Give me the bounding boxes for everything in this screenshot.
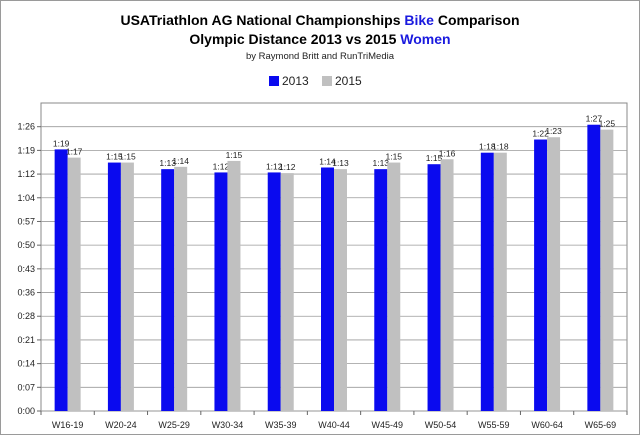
bar-2015 xyxy=(227,160,241,411)
data-label: 1:13 xyxy=(372,158,389,168)
bar-2013 xyxy=(107,162,121,411)
plot-area: 0:00 0:07 0:14 0:21 0:28 0:36 0:43 0:50 0:57 1:04… xyxy=(17,102,628,430)
y-tick-label: 0:43 xyxy=(17,264,35,274)
title-part: USATriathlon AG National Championships xyxy=(120,12,404,28)
x-tick-label: W50-54 xyxy=(425,420,457,430)
legend-label-2015: 2015 xyxy=(335,74,362,88)
y-tick-label: 0:07 xyxy=(17,382,35,392)
y-tick-label: 1:26 xyxy=(17,122,35,132)
legend-swatch-2015 xyxy=(322,76,332,86)
data-label: 1:22 xyxy=(532,129,549,139)
legend-swatch-2013 xyxy=(269,76,279,86)
x-tick-label: W25-29 xyxy=(158,420,190,430)
data-label: 1:14 xyxy=(172,156,189,166)
bar-2013 xyxy=(54,149,68,411)
data-label: 1:18 xyxy=(479,142,496,152)
x-tick-label: W45-49 xyxy=(372,420,404,430)
title-part: Olympic Distance 2013 vs 2015 xyxy=(189,31,400,47)
data-label: 1:14 xyxy=(319,156,336,166)
bar-2013 xyxy=(267,172,281,411)
x-tick-label: W20-24 xyxy=(105,420,137,430)
chart-title-line2: Olympic Distance 2013 vs 2015 Women xyxy=(189,31,450,47)
data-label: 1:13 xyxy=(159,158,176,168)
bar-2013 xyxy=(161,169,175,411)
bar-2013 xyxy=(480,152,494,411)
chart-subtitle: by Raymond Britt and RunTriMedia xyxy=(246,51,395,62)
title-part: Comparison xyxy=(434,12,520,28)
data-label: 1:15 xyxy=(226,150,243,160)
bar-2015 xyxy=(120,162,134,411)
bar-2013 xyxy=(427,164,441,411)
y-tick-label: 0:14 xyxy=(17,359,35,369)
bar-2015 xyxy=(440,159,454,411)
x-tick-label: W60-64 xyxy=(531,420,563,430)
y-tick-label: 0:21 xyxy=(17,335,35,345)
data-label: 1:12 xyxy=(279,162,296,172)
y-tick-label: 0:36 xyxy=(17,288,35,298)
legend: 2013 2015 xyxy=(269,74,362,88)
y-tick-label: 1:19 xyxy=(17,145,35,155)
bar-2015 xyxy=(334,169,347,411)
y-tick-label: 1:12 xyxy=(17,169,35,179)
bar-2015 xyxy=(493,152,507,411)
data-label: 1:18 xyxy=(492,142,509,152)
bar-2013 xyxy=(374,169,388,411)
y-tick-label: 0:57 xyxy=(17,216,35,226)
bar-2015 xyxy=(600,129,614,411)
legend-label-2013: 2013 xyxy=(282,74,309,88)
x-tick-label: W40-44 xyxy=(318,420,350,430)
y-tick-label: 0:28 xyxy=(17,311,35,321)
bar-2015 xyxy=(387,162,401,411)
y-tick-label: 1:04 xyxy=(17,193,35,203)
data-label: 1:16 xyxy=(439,148,456,158)
bar-2013 xyxy=(214,172,228,411)
data-label: 1:12 xyxy=(213,161,230,171)
chart-title: USATriathlon AG National Championships B… xyxy=(120,12,519,28)
data-label: 1:17 xyxy=(66,147,83,157)
data-label: 1:19 xyxy=(53,138,70,148)
data-label: 1:27 xyxy=(586,114,603,124)
x-tick-label: W16-19 xyxy=(52,420,84,430)
x-tick-label: W35-39 xyxy=(265,420,297,430)
data-label: 1:23 xyxy=(545,126,562,136)
bar-2013 xyxy=(587,124,601,411)
data-label: 1:15 xyxy=(106,152,123,162)
bar-2015 xyxy=(67,157,81,411)
bar-2013 xyxy=(321,167,334,411)
x-tick-label: W65-69 xyxy=(585,420,617,430)
data-label: 1:15 xyxy=(385,152,402,162)
y-tick-label: 0:50 xyxy=(17,240,35,250)
bar-2015 xyxy=(280,173,294,411)
x-tick-label: W30-34 xyxy=(212,420,244,430)
title-part: Bike xyxy=(404,12,434,28)
x-tick-label: W55-59 xyxy=(478,420,510,430)
data-label: 1:13 xyxy=(332,158,349,168)
y-tick-label: 0:00 xyxy=(17,406,35,416)
data-label: 1:25 xyxy=(599,119,616,129)
data-label: 1:15 xyxy=(426,153,443,163)
bar-2013 xyxy=(534,139,548,411)
data-label: 1:12 xyxy=(266,161,283,171)
data-label: 1:15 xyxy=(119,152,136,162)
title-part: Women xyxy=(400,31,450,47)
bar-2015 xyxy=(174,166,188,411)
bar-2015 xyxy=(547,137,561,411)
